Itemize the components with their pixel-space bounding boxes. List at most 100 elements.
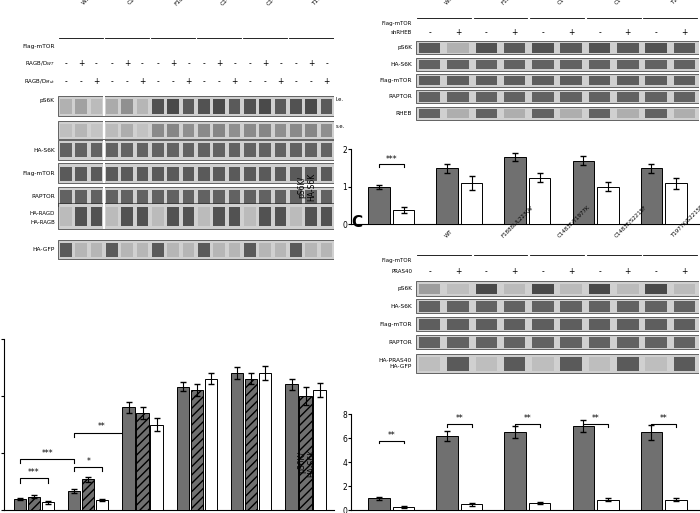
Text: -: - bbox=[187, 60, 190, 68]
Bar bbox=[504, 60, 526, 69]
Bar bbox=[419, 43, 440, 53]
Bar bbox=[214, 143, 225, 157]
Bar bbox=[60, 190, 71, 204]
Text: +: + bbox=[455, 267, 461, 277]
Text: pS6K: pS6K bbox=[40, 98, 55, 103]
Text: Flag-mTOR: Flag-mTOR bbox=[382, 258, 412, 263]
Bar bbox=[90, 143, 102, 157]
Bar bbox=[121, 243, 133, 257]
Bar bbox=[177, 387, 189, 510]
Text: +: + bbox=[186, 77, 192, 86]
Text: +: + bbox=[262, 60, 268, 68]
Bar bbox=[573, 161, 594, 224]
Bar bbox=[561, 60, 582, 69]
Text: **: ** bbox=[524, 414, 531, 423]
Text: +: + bbox=[568, 267, 575, 277]
Bar bbox=[532, 338, 554, 348]
Text: +: + bbox=[455, 28, 461, 37]
Bar bbox=[321, 99, 332, 114]
Text: ***: *** bbox=[28, 468, 40, 477]
Bar bbox=[214, 167, 225, 181]
Text: -: - bbox=[310, 77, 313, 86]
Bar bbox=[198, 190, 210, 204]
Bar bbox=[167, 143, 179, 157]
Bar bbox=[505, 157, 526, 224]
Bar bbox=[416, 41, 699, 54]
Bar bbox=[461, 504, 482, 510]
Bar bbox=[60, 99, 71, 114]
Bar bbox=[461, 183, 482, 224]
Bar bbox=[504, 338, 526, 348]
Text: HA-S6K: HA-S6K bbox=[391, 304, 412, 309]
Bar bbox=[290, 207, 302, 226]
Bar bbox=[416, 335, 699, 349]
Text: RAPTOR: RAPTOR bbox=[389, 94, 412, 100]
Bar bbox=[260, 99, 271, 114]
Text: RAPTOR: RAPTOR bbox=[389, 340, 412, 345]
Bar bbox=[475, 302, 497, 312]
Text: -: - bbox=[172, 77, 174, 86]
Bar bbox=[673, 43, 695, 53]
Bar bbox=[321, 190, 332, 204]
Bar bbox=[532, 60, 554, 69]
Text: +: + bbox=[624, 28, 631, 37]
Y-axis label: pS6K/
HA-S6K: pS6K/ HA-S6K bbox=[297, 448, 316, 477]
Text: -: - bbox=[202, 60, 205, 68]
Bar bbox=[76, 243, 87, 257]
Bar bbox=[504, 76, 526, 85]
Bar bbox=[645, 109, 667, 118]
Bar bbox=[561, 302, 582, 312]
Bar bbox=[231, 373, 244, 510]
Bar bbox=[617, 357, 638, 371]
Bar bbox=[532, 43, 554, 53]
Bar bbox=[419, 320, 440, 330]
Bar bbox=[68, 491, 80, 510]
Bar bbox=[645, 320, 667, 330]
Text: Flag-mTOR: Flag-mTOR bbox=[379, 322, 412, 327]
Bar bbox=[617, 320, 638, 330]
Bar bbox=[419, 302, 440, 312]
Bar bbox=[42, 502, 54, 510]
Bar bbox=[589, 357, 610, 371]
Bar bbox=[673, 357, 695, 371]
Bar bbox=[666, 500, 687, 510]
Text: -: - bbox=[485, 267, 488, 277]
Bar bbox=[198, 167, 210, 181]
Bar bbox=[532, 92, 554, 102]
Text: +: + bbox=[624, 267, 631, 277]
Bar bbox=[229, 243, 240, 257]
Bar bbox=[90, 243, 102, 257]
Bar bbox=[106, 243, 118, 257]
Bar bbox=[167, 243, 179, 257]
Bar bbox=[645, 357, 667, 371]
Bar bbox=[561, 109, 582, 118]
Bar bbox=[260, 207, 271, 226]
Text: -: - bbox=[264, 77, 267, 86]
Bar bbox=[447, 76, 469, 85]
Text: WT: WT bbox=[444, 228, 454, 238]
Text: -: - bbox=[248, 60, 251, 68]
Bar bbox=[152, 243, 164, 257]
Bar bbox=[152, 190, 164, 204]
Bar bbox=[416, 74, 699, 87]
Text: pS6K: pS6K bbox=[397, 286, 412, 291]
Bar bbox=[589, 43, 610, 53]
Bar bbox=[183, 243, 195, 257]
Bar bbox=[505, 432, 526, 510]
Bar bbox=[121, 124, 133, 136]
Text: T1977K/S2215F: T1977K/S2215F bbox=[312, 0, 347, 6]
Bar bbox=[205, 379, 217, 510]
Bar bbox=[152, 99, 164, 114]
Text: **: ** bbox=[660, 414, 668, 423]
Bar bbox=[60, 143, 71, 157]
Bar bbox=[183, 167, 195, 181]
Bar bbox=[167, 124, 179, 136]
Bar bbox=[106, 124, 118, 136]
Bar bbox=[416, 107, 699, 120]
Text: HA-PRAS40
HA-GFP: HA-PRAS40 HA-GFP bbox=[379, 358, 412, 369]
Bar bbox=[198, 99, 210, 114]
Text: -: - bbox=[233, 60, 236, 68]
Text: Flag-mTOR: Flag-mTOR bbox=[379, 78, 412, 83]
Text: PRAS40: PRAS40 bbox=[391, 269, 412, 274]
Bar bbox=[90, 167, 102, 181]
